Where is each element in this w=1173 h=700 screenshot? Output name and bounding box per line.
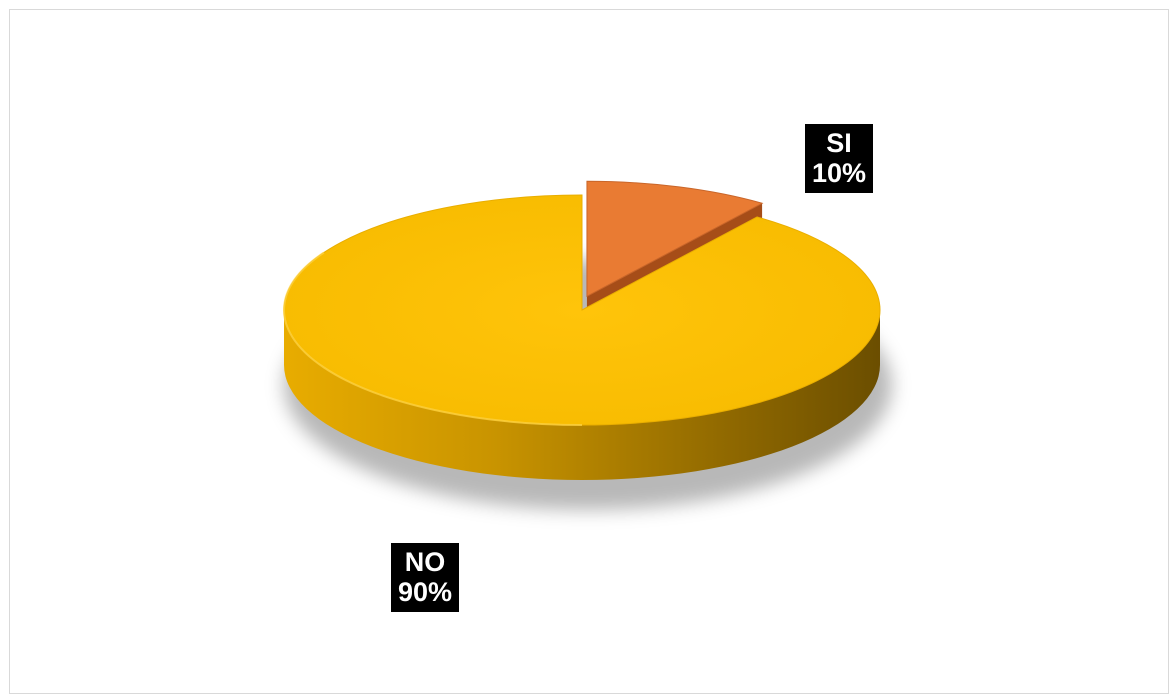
data-label-si-percent: 10% [812,158,867,188]
pie-slice-no [283,194,881,426]
pie-rim-highlight [283,251,583,426]
pie-slice-si [586,180,764,298]
data-label-no: NO 90% [391,543,460,612]
data-label-si-category: SI [826,128,852,158]
data-label-si: SI 10% [805,124,874,193]
pie-slice-no-side [284,310,880,480]
data-label-no-category: NO [404,547,446,577]
data-label-no-percent: 90% [398,577,453,607]
